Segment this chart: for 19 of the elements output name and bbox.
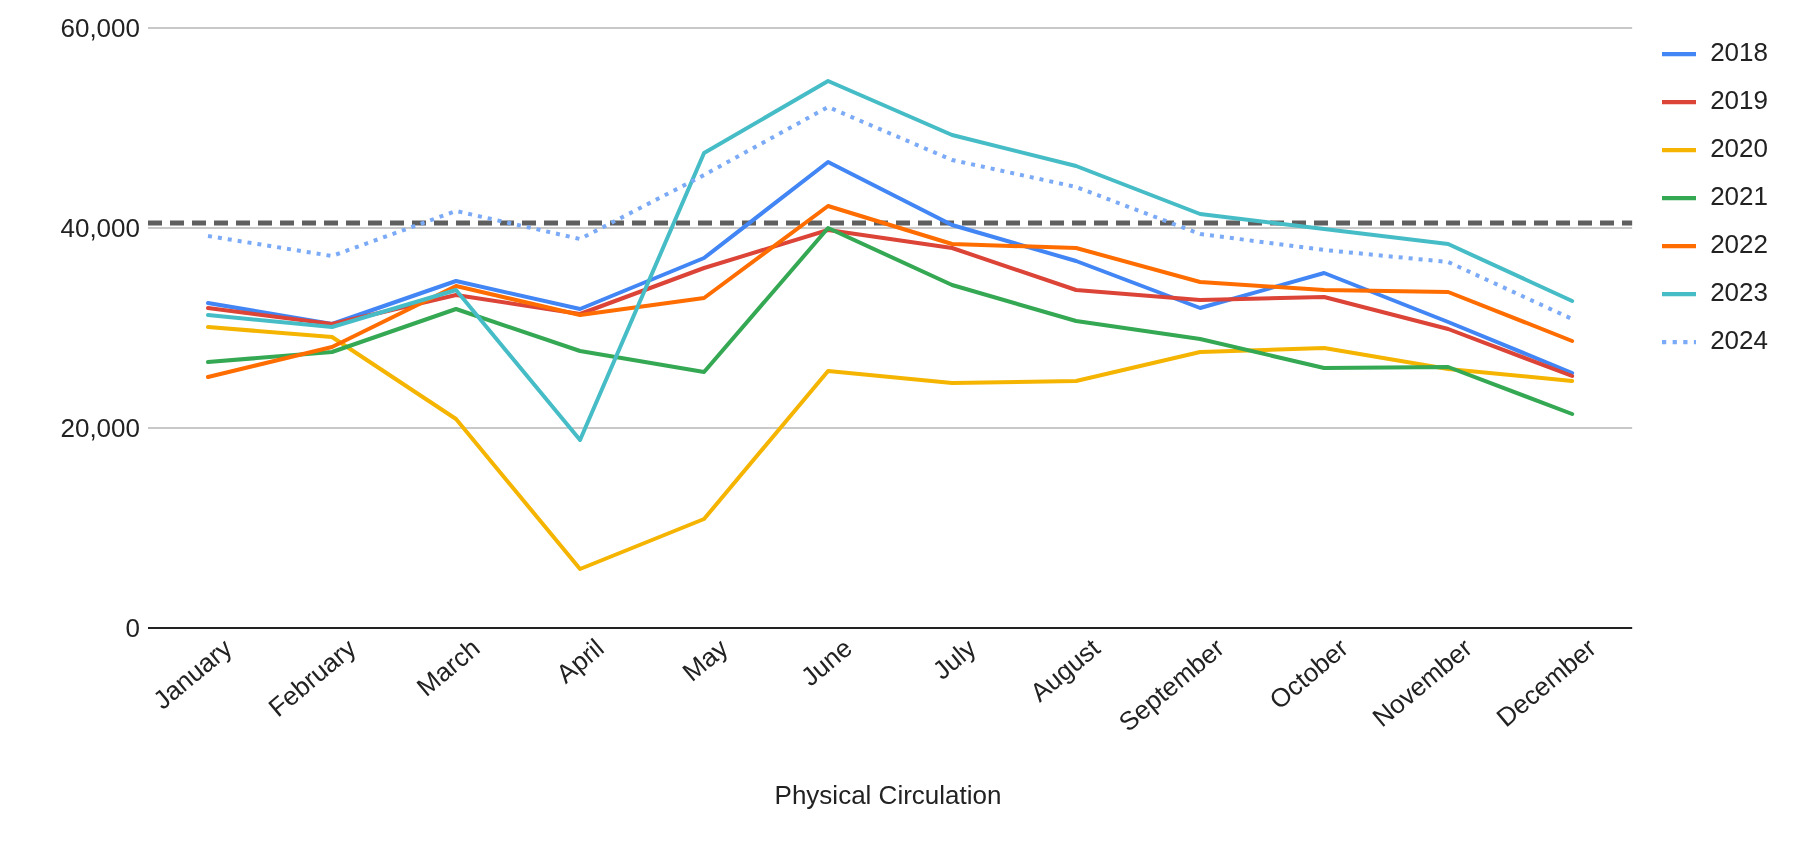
line-series: [206, 160, 1575, 375]
line-series: [206, 325, 1575, 571]
y-tick-label: 0: [125, 613, 140, 644]
y-tick-label: 20,000: [60, 413, 140, 444]
y-tick-label: 40,000: [60, 213, 140, 244]
y-tick-label: 60,000: [60, 13, 140, 44]
x-tick-label: May: [676, 632, 734, 688]
legend-label: 2019: [1710, 85, 1768, 115]
legend-label: 2023: [1710, 277, 1768, 307]
line-series: [206, 226, 1575, 416]
x-tick-label: July: [926, 632, 982, 686]
legend-label: 2018: [1710, 37, 1768, 67]
x-axis-title: Physical Circulation: [773, 780, 1003, 811]
legend-label: 2022: [1710, 229, 1768, 259]
legend-label: 2021: [1710, 181, 1768, 211]
x-tick-label: June: [795, 632, 858, 692]
line-series: [206, 79, 1575, 442]
legend-label: 2024: [1710, 325, 1768, 355]
legend-label: 2020: [1710, 133, 1768, 163]
